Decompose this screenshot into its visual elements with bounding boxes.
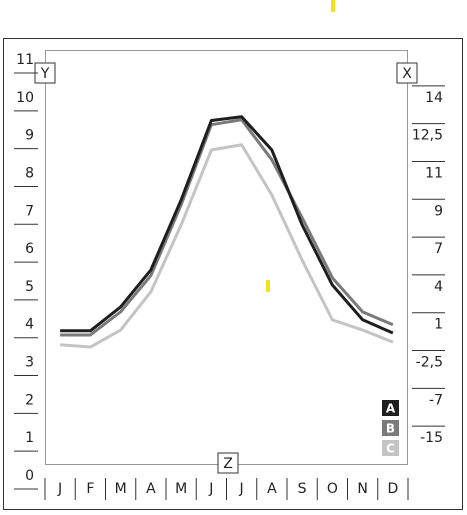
y-tick-label: 10 xyxy=(16,90,34,106)
y2-tick-label: -2,5 xyxy=(416,355,443,371)
legend-swatch xyxy=(382,400,399,416)
y-axis-label: Y xyxy=(40,66,50,82)
frame xyxy=(3,38,463,510)
y-tick-label: 6 xyxy=(25,241,34,257)
x-axis-label: X xyxy=(402,66,412,82)
y2-tick-label: -7 xyxy=(429,392,443,408)
legend-swatch xyxy=(382,440,399,456)
legend-label: A xyxy=(386,402,396,416)
y-tick-label: 2 xyxy=(25,392,34,408)
y2-tick-label: 14 xyxy=(425,90,443,106)
legend-label: B xyxy=(386,422,395,436)
y2-tick-label: 12,5 xyxy=(412,128,443,144)
x-tick-label: O xyxy=(327,481,338,497)
axis-box xyxy=(217,452,239,474)
plot-area xyxy=(45,50,408,465)
x-tick-label: F xyxy=(86,481,94,497)
z-axis-label: Z xyxy=(223,456,233,472)
x-tick-label: M xyxy=(175,481,187,497)
legend-label: C xyxy=(386,442,395,456)
x-tick-label: A xyxy=(146,481,156,497)
series-line xyxy=(60,143,394,349)
axis-box xyxy=(396,62,418,84)
series-line xyxy=(60,115,394,335)
x-tick-label: N xyxy=(357,481,367,497)
x-tick-label: J xyxy=(239,481,244,497)
marker xyxy=(331,0,335,12)
y-tick-label: 11 xyxy=(16,52,34,68)
y-tick-label: 5 xyxy=(25,279,34,295)
y2-tick-label: 11 xyxy=(425,165,443,181)
y-tick-label: 1 xyxy=(25,430,34,446)
legend-swatch xyxy=(382,420,399,436)
y-tick-label: 8 xyxy=(25,165,34,181)
y2-tick-label: -15 xyxy=(420,430,443,446)
series-line xyxy=(60,118,394,337)
y2-tick-label: 1 xyxy=(434,317,443,333)
x-tick-label: A xyxy=(267,481,277,497)
y-tick-label: 4 xyxy=(25,317,34,333)
x-tick-label: D xyxy=(387,481,398,497)
x-tick-label: S xyxy=(298,481,307,497)
y2-tick-label: 7 xyxy=(434,241,443,257)
y2-tick-label: 4 xyxy=(434,279,443,295)
x-tick-label: M xyxy=(115,481,127,497)
marker xyxy=(266,280,270,292)
y-tick-label: 3 xyxy=(25,355,34,371)
y-tick-label: 7 xyxy=(25,203,34,219)
x-tick-label: J xyxy=(208,481,213,497)
y-tick-label: 0 xyxy=(25,468,34,484)
x-tick-label: J xyxy=(57,481,62,497)
y-tick-label: 9 xyxy=(25,128,34,144)
y2-tick-label: 9 xyxy=(434,203,443,219)
